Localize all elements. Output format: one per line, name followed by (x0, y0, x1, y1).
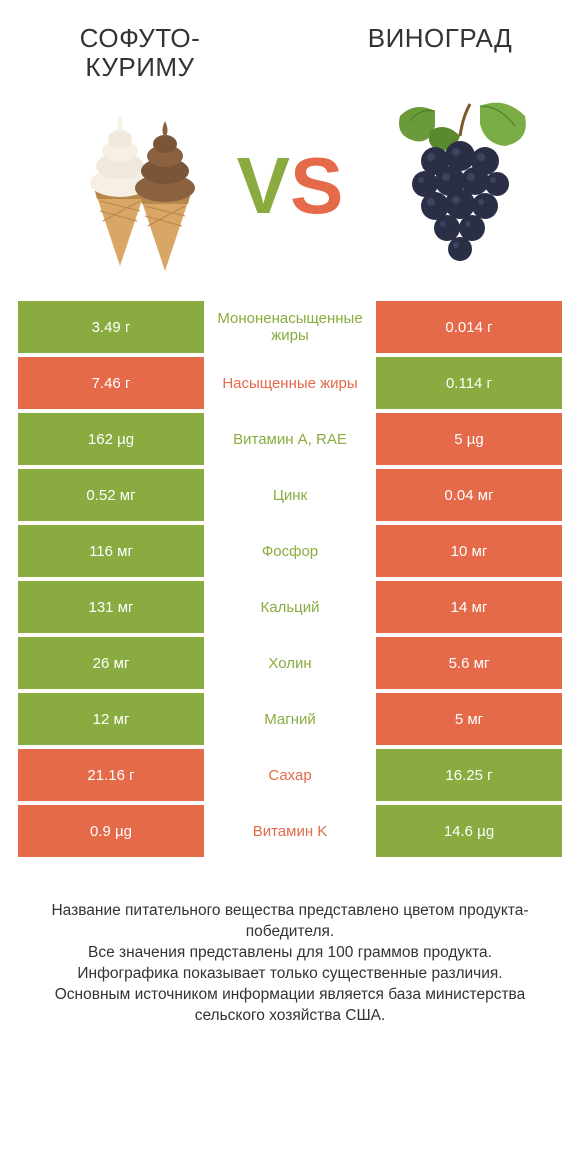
cell-right: 14 мг (376, 581, 562, 633)
footer-line: Основным источником информации является … (30, 985, 550, 1027)
vs-v: V (237, 141, 290, 230)
cell-left: 7.46 г (18, 357, 204, 409)
cell-left: 3.49 г (18, 301, 204, 353)
cell-label: Витамин K (204, 805, 376, 857)
cell-label: Витамин A, RAE (204, 413, 376, 465)
image-right (370, 96, 550, 276)
cell-right: 5 мг (376, 693, 562, 745)
cell-right: 0.114 г (376, 357, 562, 409)
table-row: 0.52 мгЦинк0.04 мг (18, 469, 562, 521)
table-row: 26 мгХолин5.6 мг (18, 637, 562, 689)
cell-right: 16.25 г (376, 749, 562, 801)
table-row: 3.49 гМононенасыщенные жиры0.014 г (18, 301, 562, 353)
cell-left: 21.16 г (18, 749, 204, 801)
cell-label: Цинк (204, 469, 376, 521)
grapes-icon (375, 96, 545, 276)
table-row: 116 мгФосфор10 мг (18, 525, 562, 577)
vs-label: VS (237, 140, 344, 232)
table-row: 0.9 µgВитамин K14.6 µg (18, 805, 562, 857)
table-row: 162 µgВитамин A, RAE5 µg (18, 413, 562, 465)
cell-right: 0.04 мг (376, 469, 562, 521)
cell-left: 116 мг (18, 525, 204, 577)
cell-left: 12 мг (18, 693, 204, 745)
cell-right: 14.6 µg (376, 805, 562, 857)
cell-label: Фосфор (204, 525, 376, 577)
cell-left: 0.9 µg (18, 805, 204, 857)
cell-label: Кальций (204, 581, 376, 633)
vs-s: S (290, 141, 343, 230)
cell-label: Холин (204, 637, 376, 689)
cell-right: 5.6 мг (376, 637, 562, 689)
images-row: VS (0, 81, 580, 301)
cell-label: Магний (204, 693, 376, 745)
cell-label: Насыщенные жиры (204, 357, 376, 409)
title-left: СОФУТО-КУРИМУ (40, 24, 240, 81)
cell-left: 131 мг (18, 581, 204, 633)
image-left (30, 96, 210, 276)
cell-right: 10 мг (376, 525, 562, 577)
cell-left: 0.52 мг (18, 469, 204, 521)
cell-left: 162 µg (18, 413, 204, 465)
table-row: 7.46 гНасыщенные жиры0.114 г (18, 357, 562, 409)
cell-right: 5 µg (376, 413, 562, 465)
header: СОФУТО-КУРИМУ ВИНОГРАД (0, 0, 580, 81)
footer-line: Название питательного вещества представл… (30, 901, 550, 943)
cell-right: 0.014 г (376, 301, 562, 353)
table-row: 21.16 гСахар16.25 г (18, 749, 562, 801)
comparison-table: 3.49 гМононенасыщенные жиры0.014 г7.46 г… (18, 301, 562, 857)
footer-line: Инфографика показывает только существенн… (30, 964, 550, 985)
footer-line: Все значения представлены для 100 граммо… (30, 943, 550, 964)
title-right: ВИНОГРАД (340, 24, 540, 53)
footer-text: Название питательного вещества представл… (0, 861, 580, 1027)
cell-label: Мононенасыщенные жиры (204, 301, 376, 353)
cell-left: 26 мг (18, 637, 204, 689)
table-row: 131 мгКальций14 мг (18, 581, 562, 633)
icecream-icon (45, 101, 195, 271)
cell-label: Сахар (204, 749, 376, 801)
table-row: 12 мгМагний5 мг (18, 693, 562, 745)
